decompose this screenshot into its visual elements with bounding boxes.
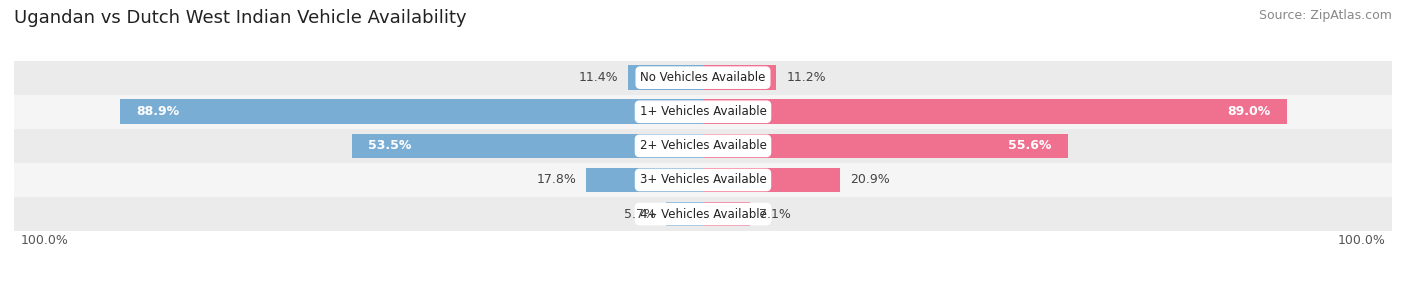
Text: 1+ Vehicles Available: 1+ Vehicles Available: [640, 105, 766, 118]
Text: 11.2%: 11.2%: [786, 71, 825, 84]
Bar: [0, 61, 1406, 95]
Text: 100.0%: 100.0%: [1337, 234, 1385, 247]
Text: 55.6%: 55.6%: [1008, 139, 1052, 152]
Bar: [0, 95, 1406, 129]
Bar: [0, 197, 1406, 231]
Bar: [703, 100, 1286, 124]
Text: 7.1%: 7.1%: [759, 208, 792, 221]
Text: 3+ Vehicles Available: 3+ Vehicles Available: [640, 174, 766, 186]
Bar: [665, 202, 703, 226]
Text: Source: ZipAtlas.com: Source: ZipAtlas.com: [1258, 9, 1392, 21]
Text: 100.0%: 100.0%: [21, 234, 69, 247]
Bar: [703, 134, 1067, 158]
Text: 88.9%: 88.9%: [136, 105, 179, 118]
Bar: [0, 129, 1406, 163]
Text: 20.9%: 20.9%: [851, 174, 890, 186]
Bar: [703, 168, 841, 192]
Bar: [628, 65, 703, 90]
Text: 11.4%: 11.4%: [579, 71, 619, 84]
Text: 5.7%: 5.7%: [624, 208, 655, 221]
Text: 2+ Vehicles Available: 2+ Vehicles Available: [640, 139, 766, 152]
Bar: [703, 65, 776, 90]
Text: No Vehicles Available: No Vehicles Available: [640, 71, 766, 84]
Bar: [0, 163, 1406, 197]
Bar: [120, 100, 703, 124]
Bar: [703, 202, 749, 226]
Text: 4+ Vehicles Available: 4+ Vehicles Available: [640, 208, 766, 221]
Bar: [586, 168, 703, 192]
Text: 17.8%: 17.8%: [537, 174, 576, 186]
Bar: [352, 134, 703, 158]
Text: Ugandan vs Dutch West Indian Vehicle Availability: Ugandan vs Dutch West Indian Vehicle Ava…: [14, 9, 467, 27]
Text: 89.0%: 89.0%: [1227, 105, 1271, 118]
Text: 53.5%: 53.5%: [368, 139, 412, 152]
